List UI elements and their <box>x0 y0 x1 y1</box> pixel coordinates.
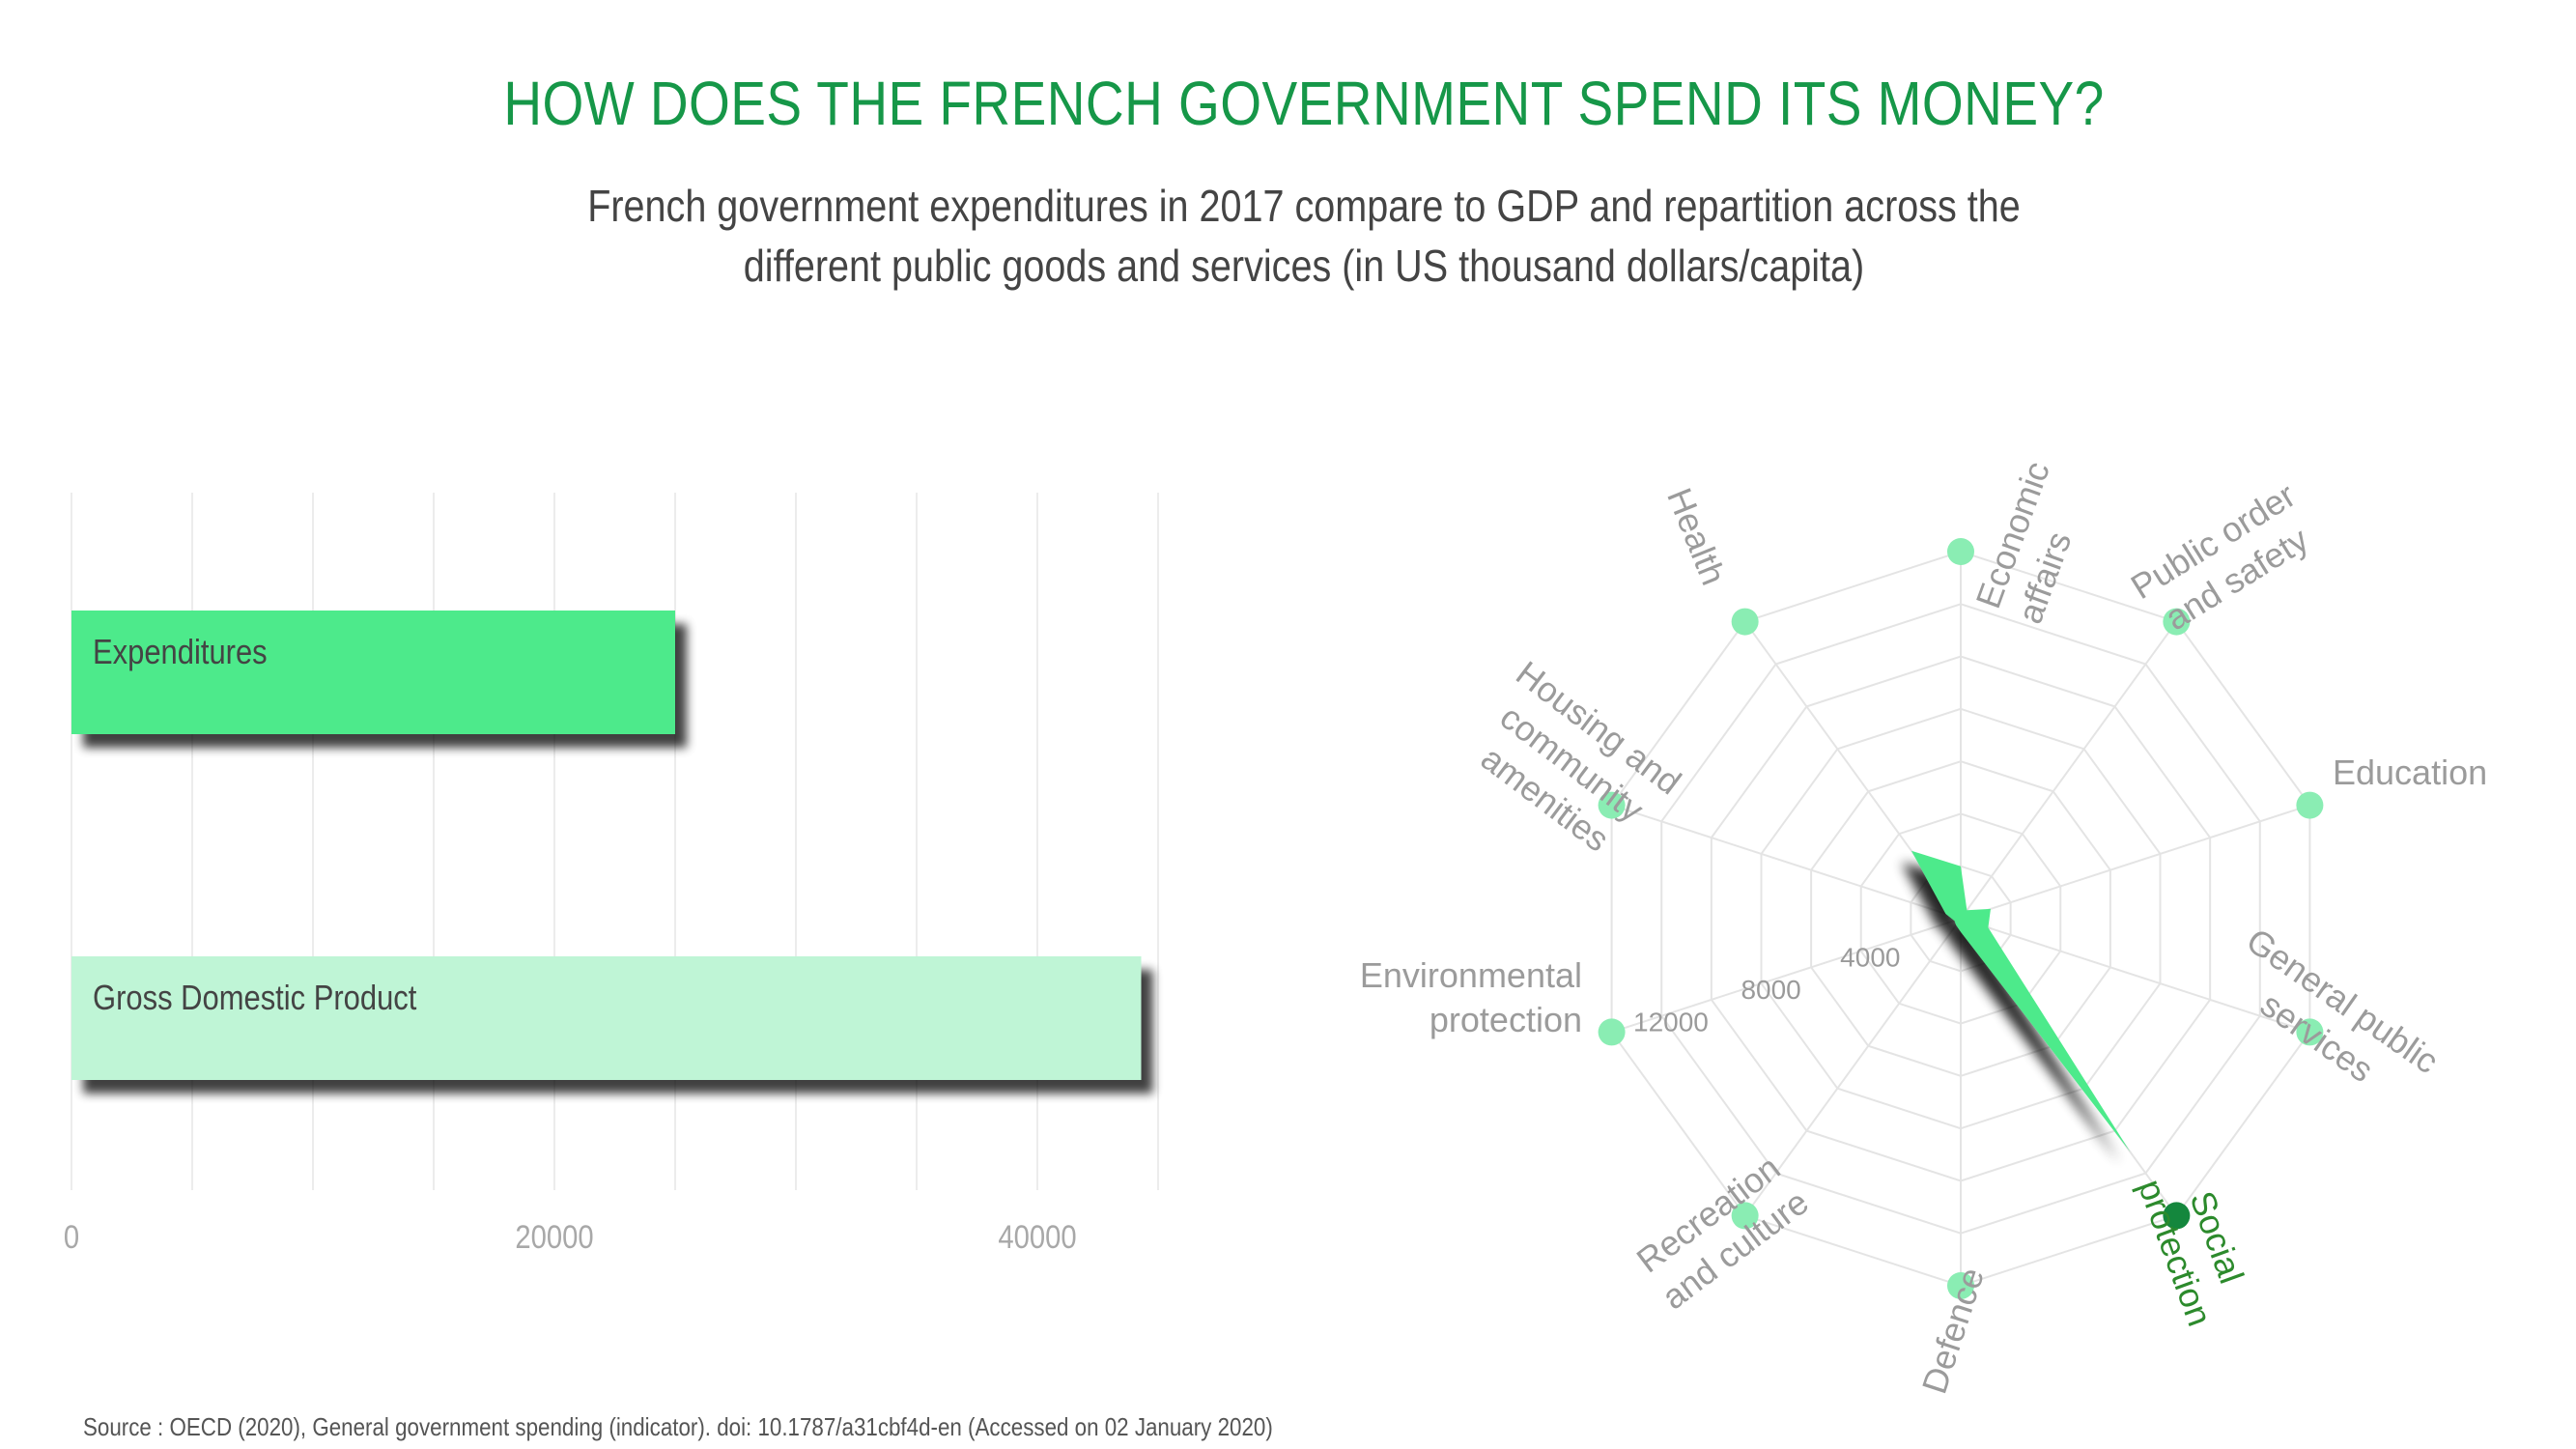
bar-label: Gross Domestic Product <box>93 980 417 1018</box>
bar-chart: Expenditures Gross Domestic Product 0 2000… <box>64 493 1159 1256</box>
subtitle-line-2: different public goods and services (in … <box>743 241 1865 291</box>
radar-axis-label: General publicservices <box>2214 921 2446 1118</box>
x-tick-label: 40000 <box>998 1218 1076 1256</box>
subtitle-line-1: French government expenditures in 2017 c… <box>587 181 2021 231</box>
chart-title: HOW DOES THE FRENCH GOVERNMENT SPEND ITS… <box>503 69 2105 138</box>
radar-axis-label-line: Education <box>2333 753 2487 792</box>
radar-point <box>2163 608 2191 636</box>
radar-axis-label: Public orderand safety <box>2124 475 2326 645</box>
radar-axis-label: Economicaffairs <box>1967 456 2099 628</box>
radar-spoke <box>1743 918 1962 1217</box>
bar-label: Expenditures <box>93 634 268 672</box>
radar-axis-label: Defence <box>1914 1263 1992 1398</box>
radar-axis-label-line: Environmental <box>1360 955 1582 995</box>
radar-ring-labels: 4000 8000 12000 <box>1633 943 1900 1037</box>
radar-area <box>1911 850 2131 1152</box>
radar-axis-label-line: Health <box>1659 482 1734 590</box>
radar-axis-label: Education <box>2333 753 2487 792</box>
chart-subtitle: French government expenditures in 2017 c… <box>183 176 2425 296</box>
radar-ring-label: 4000 <box>1840 943 1900 973</box>
radar-ring-label: 12000 <box>1633 1008 1709 1037</box>
radar-axis-label: Housing andcommunityamenities <box>1456 653 1688 873</box>
radar-ring-label: 8000 <box>1741 975 1800 1005</box>
radar-axis-label-line: protection <box>1430 1000 1582 1039</box>
radar-axis-label: Recreationand culture <box>1628 1147 1816 1318</box>
radar-spoke <box>1960 620 2178 920</box>
radar-point <box>2163 1202 2191 1230</box>
radar-spoke <box>1611 804 1962 920</box>
radar-point <box>1598 791 1626 819</box>
radar-axis-label: Environmental protection <box>1360 955 1582 1039</box>
radar-point <box>2296 791 2324 819</box>
x-tick-label: 0 <box>64 1218 79 1256</box>
radar-axis-labels: Economicaffairs Public orderand safety Edu… <box>1360 456 2487 1398</box>
x-tick-label: 20000 <box>515 1218 593 1256</box>
bar-series: Expenditures Gross Domestic Product <box>71 611 1142 1080</box>
radar-point <box>1731 608 1759 636</box>
radar-point <box>1598 1018 1626 1046</box>
radar-spoke <box>1960 918 2310 1034</box>
bar-gridlines <box>71 493 1159 1190</box>
bar-item: Gross Domestic Product <box>71 956 1142 1080</box>
radar-series <box>1911 850 2131 1152</box>
radar-point <box>1731 1202 1759 1230</box>
radar-axis-dots <box>1598 538 2324 1299</box>
bar <box>71 956 1142 1080</box>
radar-point <box>2296 1018 2324 1046</box>
radar-axis-label: Socialprotection <box>2131 1159 2262 1331</box>
radar-point <box>1947 538 1974 565</box>
radar-point <box>1947 1272 1974 1299</box>
radar-axis-label-line: Defence <box>1914 1263 1992 1398</box>
source-note: Source : OECD (2020), General government… <box>83 1412 1273 1441</box>
radar-chart: 4000 8000 12000 Economicaffairs Public orde… <box>1360 456 2487 1398</box>
radar-axis-label: Health <box>1659 482 1734 590</box>
bar-item: Expenditures <box>71 611 675 734</box>
bar <box>71 611 675 734</box>
bar-x-ticks: 0 20000 40000 <box>64 1218 1077 1256</box>
radar-spoke <box>1960 804 2310 920</box>
radar-spoke <box>1611 918 1962 1034</box>
